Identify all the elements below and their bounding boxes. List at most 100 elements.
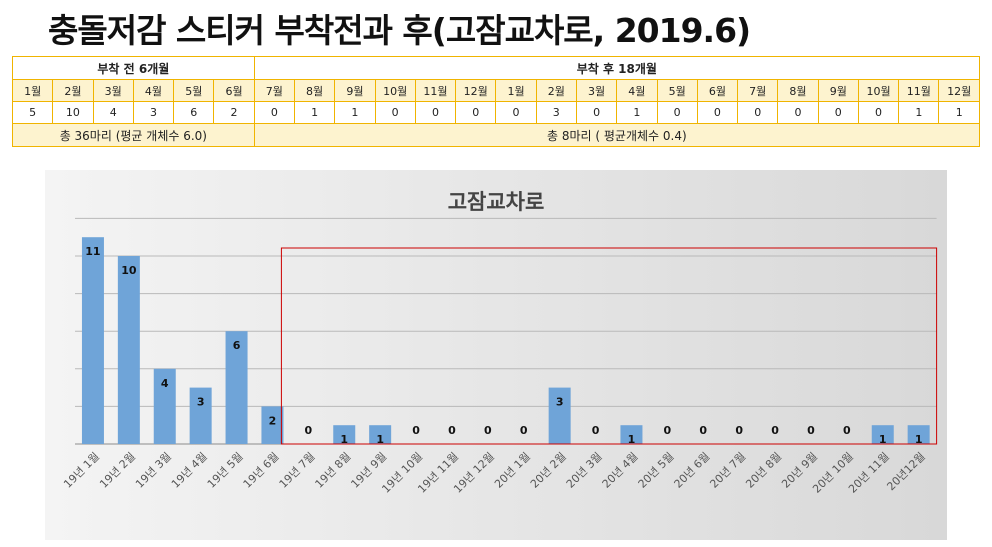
month-cell: 7월: [253, 79, 295, 102]
month-cell: 7월: [737, 79, 779, 102]
data-label: 0: [807, 424, 815, 437]
data-label: 4: [161, 377, 169, 390]
category-label: 20년 7월: [707, 450, 748, 491]
month-cell: 9월: [334, 79, 376, 102]
page-title: 충돌저감 스티커 부착전과 후(고잠교차로, 2019.6): [48, 11, 751, 50]
count-cell: 0: [737, 101, 779, 124]
data-label: 11: [85, 245, 100, 258]
data-label: 6: [233, 339, 241, 352]
bar: [81, 237, 104, 444]
counts-row: 5 10 4 3 6 2 0 1 1 0 0 0 0 3 0 1 0 0 0 0 0 0 1 1: [11, 101, 980, 124]
data-label: 3: [556, 396, 564, 409]
month-cell: 3월: [92, 79, 134, 102]
bar: [871, 425, 894, 444]
count-cell: 0: [656, 101, 698, 124]
highlight-box: [280, 247, 938, 445]
category-label: 19년 8월: [313, 450, 354, 491]
summary-table: 부착 전 6개월 부착 후 18개월 1월 2월 3월 4월 5월 6월 7월 8월 9월 10월…: [11, 56, 981, 147]
data-label: 3: [197, 396, 205, 409]
data-label: 1: [376, 433, 384, 446]
count-cell: 3: [132, 101, 175, 124]
month-cell: 2월: [52, 79, 94, 102]
count-cell: 0: [455, 101, 497, 124]
count-cell: 0: [414, 101, 457, 124]
month-cell: 5월: [173, 79, 215, 102]
category-label: 19년 4월: [169, 450, 210, 491]
data-label: 0: [699, 424, 707, 437]
data-label: 1: [340, 433, 348, 446]
count-cell: 3: [535, 101, 577, 124]
month-cell: 2월: [535, 79, 577, 102]
data-label: 2: [269, 414, 277, 427]
category-label: 20년 6월: [672, 450, 713, 491]
category-label: 19년 2월: [97, 450, 138, 491]
count-cell: 6: [173, 101, 215, 124]
chart-title: 고잠교차로: [447, 190, 545, 214]
data-label: 0: [520, 424, 528, 437]
category-label: 19년 6월: [241, 450, 282, 491]
months-row: 1월 2월 3월 4월 5월 6월 7월 8월 9월 10월 11월 12월 1월 2월 3월 4월 5월 6월 7…: [11, 79, 980, 102]
category-label: 20년 5월: [636, 450, 677, 491]
category-label: 20년12월: [884, 450, 927, 493]
chart-area: 고잠교차로 11 19년 1월 10 19년 2월 4 19년 3월 3 19년 4월 6 19년…: [45, 170, 947, 540]
category-label: 20년 1월: [492, 450, 533, 491]
count-cell: 0: [777, 101, 819, 124]
count-cell: 1: [938, 101, 980, 124]
bar: [333, 425, 356, 444]
data-label: 1: [879, 433, 887, 446]
count-cell: 1: [334, 101, 376, 124]
count-cell: 1: [293, 101, 336, 124]
count-cell: 0: [575, 101, 618, 124]
bar: [907, 425, 930, 444]
month-cell: 4월: [616, 79, 658, 102]
count-cell: 4: [92, 101, 134, 124]
bar: [189, 387, 212, 444]
bar: [620, 425, 643, 444]
after-header-cell: 부착 후 18개월: [253, 56, 981, 80]
data-label: 0: [484, 424, 492, 437]
month-cell: 5월: [656, 79, 698, 102]
bar: [548, 387, 571, 444]
month-cell: 1월: [495, 79, 537, 102]
category-label: 20년 2월: [528, 450, 569, 491]
month-cell: 8월: [293, 79, 336, 102]
data-label: 0: [305, 424, 313, 437]
bar: [369, 425, 392, 444]
before-header-cell: 부착 전 6개월: [12, 56, 255, 80]
month-cell: 8월: [777, 79, 819, 102]
count-cell: 5: [11, 101, 54, 124]
count-cell: 0: [857, 101, 900, 124]
category-label: 19년 5월: [205, 450, 246, 491]
month-cell: 11월: [414, 79, 457, 102]
count-cell: 0: [817, 101, 859, 124]
month-cell: 1월: [11, 79, 54, 102]
data-label: 1: [915, 433, 923, 446]
data-label: 1: [628, 433, 636, 446]
count-cell: 0: [374, 101, 416, 124]
bar: [225, 331, 248, 444]
count-cell: 1: [616, 101, 658, 124]
month-cell: 10월: [857, 79, 900, 102]
category-label: 19년 7월: [277, 450, 318, 491]
count-cell: 10: [52, 101, 94, 124]
count-cell: 2: [213, 101, 255, 124]
data-label: 0: [592, 424, 600, 437]
count-cell: 0: [495, 101, 537, 124]
data-label: 0: [412, 424, 420, 437]
category-label: 20년 3월: [564, 450, 605, 491]
count-cell: 1: [898, 101, 940, 124]
month-cell: 4월: [132, 79, 175, 102]
month-cell: 6월: [696, 79, 739, 102]
month-cell: 12월: [455, 79, 497, 102]
before-total-cell: 총 36마리 (평균 개체수 6.0): [12, 123, 255, 147]
category-label: 20년 8월: [743, 450, 784, 491]
data-label: 0: [664, 424, 672, 437]
bar: [261, 406, 284, 444]
data-label: 10: [121, 264, 137, 277]
data-label: 0: [735, 424, 743, 437]
category-label: 19년 1월: [61, 450, 102, 491]
data-label: 0: [448, 424, 456, 437]
bar: [117, 256, 140, 444]
count-cell: 0: [696, 101, 739, 124]
